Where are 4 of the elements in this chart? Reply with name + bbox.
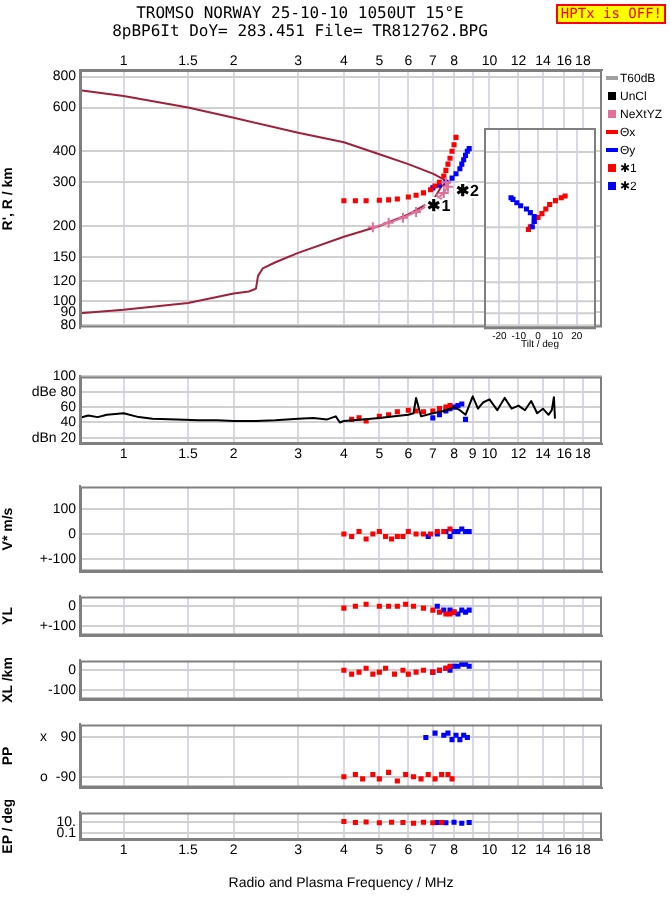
annotation: ✱1 — [427, 197, 452, 216]
chart-title: TROMSO NORWAY 25-10-10 1050UT 15°E — [136, 4, 464, 22]
chart-subtitle: 8pBP6It DoY= 283.451 File= TR812762.BPG — [110, 22, 490, 40]
annotation: ✱2 — [456, 182, 481, 201]
